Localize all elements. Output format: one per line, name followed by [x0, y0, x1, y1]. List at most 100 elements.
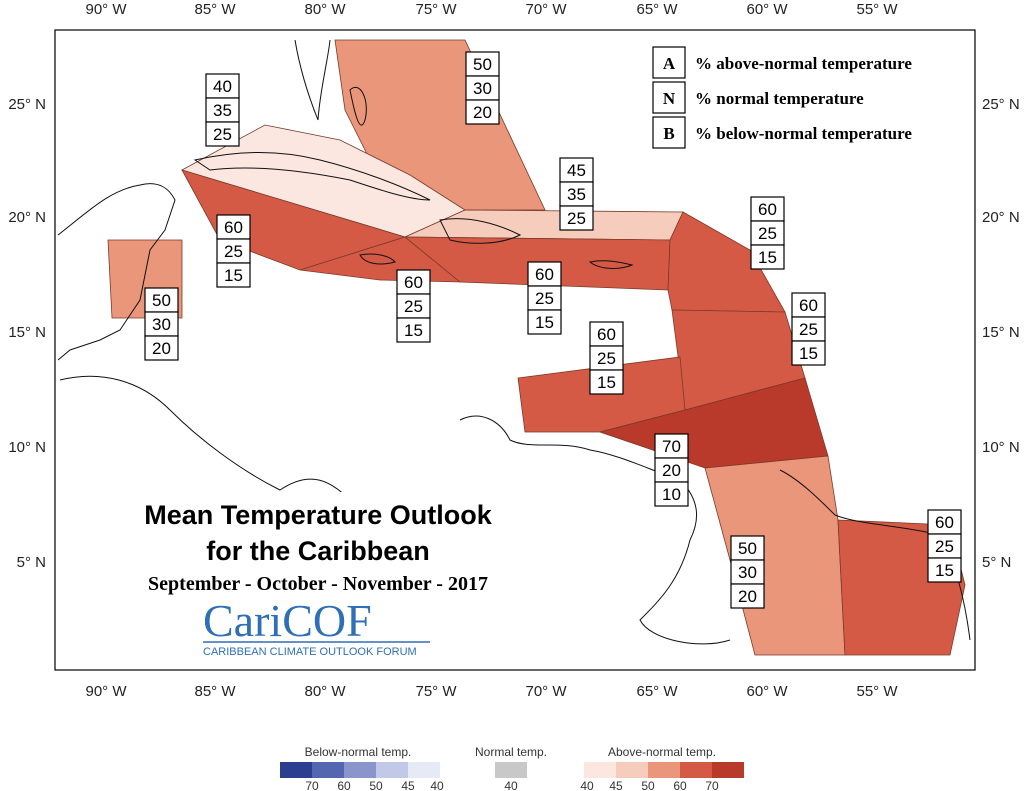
prob-below: 20 — [738, 587, 757, 606]
prob-above: 50 — [473, 55, 492, 74]
prob-normal: 35 — [567, 185, 586, 204]
prob-above: 50 — [152, 291, 171, 310]
cb-tick: 60 — [337, 779, 351, 791]
prob-box-jamaica: 60 25 15 — [396, 269, 431, 343]
coastlines — [57, 39, 971, 645]
lat-tick: 15° N — [8, 324, 46, 341]
lat-tick: 20° N — [982, 209, 1020, 226]
probability-key: A % above-normal temperature N % normal … — [652, 46, 912, 149]
lon-tick: 65° W — [636, 1, 678, 18]
prob-box-trinidad: 70 20 10 — [654, 433, 689, 507]
prob-above: 40 — [213, 77, 232, 96]
caricof-caption: CARIBBEAN CLIMATE OUTLOOK FORUM — [203, 646, 417, 658]
normal-label: Normal temp. — [475, 745, 547, 759]
lon-tick: 70° W — [525, 1, 567, 18]
prob-above: 60 — [224, 218, 243, 237]
cb-swatch — [616, 762, 648, 778]
lon-tick: 80° W — [304, 683, 346, 700]
map-title-line1: Mean Temperature Outlook — [144, 500, 493, 530]
key-row: N % normal temperature — [652, 81, 864, 114]
prob-normal: 35 — [213, 101, 232, 120]
prob-above: 60 — [799, 296, 818, 315]
above-normal-label: Above-normal temp. — [608, 745, 716, 759]
prob-above: 60 — [535, 265, 554, 284]
lon-tick: 90° W — [85, 1, 127, 18]
prob-below: 15 — [224, 266, 243, 285]
prob-normal: 25 — [535, 289, 554, 308]
key-text: % below-normal temperature — [695, 124, 912, 143]
lat-tick: 25° N — [8, 96, 46, 113]
cb-tick: 40 — [430, 779, 444, 791]
prob-normal: 25 — [404, 297, 423, 316]
lon-tick: 70° W — [525, 683, 567, 700]
lon-tick: 75° W — [415, 683, 457, 700]
probability-boxes: 50 30 20 40 35 25 45 35 25 60 25 15 50 3… — [144, 51, 962, 609]
prob-normal: 25 — [758, 224, 777, 243]
prob-normal: 20 — [662, 461, 681, 480]
prob-above: 60 — [404, 273, 423, 292]
cb-tick: 70 — [305, 779, 319, 791]
lat-tick: 25° N — [982, 96, 1020, 113]
key-row: B % below-normal temperature — [652, 116, 912, 149]
cb-tick: 50 — [641, 779, 655, 791]
prob-normal: 30 — [152, 315, 171, 334]
prob-above: 60 — [597, 325, 616, 344]
key-text: % normal temperature — [695, 89, 864, 108]
lat-tick: 5° N — [17, 554, 46, 571]
cb-swatch — [280, 762, 312, 778]
prob-normal: 25 — [224, 242, 243, 261]
cb-swatch — [648, 762, 680, 778]
lon-tick: 60° W — [746, 1, 788, 18]
lat-tick: 5° N — [982, 554, 1011, 571]
lon-tick: 80° W — [304, 1, 346, 18]
lon-tick: 90° W — [85, 683, 127, 700]
prob-above: 60 — [758, 200, 777, 219]
prob-below: 20 — [152, 339, 171, 358]
prob-below: 20 — [473, 103, 492, 122]
prob-above: 50 — [738, 539, 757, 558]
prob-box-suriname: 60 25 15 — [927, 509, 962, 583]
lon-tick: 75° W — [415, 1, 457, 18]
prob-below: 15 — [404, 321, 423, 340]
prob-below: 15 — [935, 561, 954, 580]
prob-above: 70 — [662, 437, 681, 456]
prob-below: 25 — [567, 209, 586, 228]
prob-above: 60 — [935, 513, 954, 532]
prob-box-bahamas: 50 30 20 — [465, 51, 500, 125]
lon-tick: 55° W — [856, 1, 898, 18]
map-title-line2: for the Caribbean — [206, 536, 430, 566]
prob-above: 45 — [567, 161, 586, 180]
cb-swatch — [376, 762, 408, 778]
prob-box-belize: 50 30 20 — [144, 287, 179, 361]
latitude-ticks: 25° N 20° N 15° N 10° N 5° N 25° N 20° N… — [8, 96, 1019, 571]
prob-below: 15 — [597, 373, 616, 392]
prob-below: 10 — [662, 485, 681, 504]
prob-box-hispaniola-pr: 60 25 15 — [527, 261, 562, 335]
key-letter: A — [663, 54, 676, 73]
prob-below: 15 — [758, 248, 777, 267]
forecast-period: September - October - November - 2017 — [148, 573, 488, 595]
lat-tick: 10° N — [982, 439, 1020, 456]
cb-swatch — [312, 762, 344, 778]
prob-box-hispaniola-north: 45 35 25 — [559, 157, 594, 231]
cb-swatch — [584, 762, 616, 778]
lon-tick: 85° W — [194, 683, 236, 700]
cb-tick: 60 — [673, 779, 687, 791]
prob-box-windward: 60 25 15 — [791, 292, 826, 366]
key-text: % above-normal temperature — [695, 54, 912, 73]
key-letter: B — [663, 124, 674, 143]
longitude-ticks: 90° W 85° W 80° W 75° W 70° W 65° W 60° … — [85, 1, 898, 700]
prob-box-cayman: 60 25 15 — [216, 214, 251, 288]
prob-box-abc: 60 25 15 — [589, 321, 624, 395]
prob-below: 15 — [535, 313, 554, 332]
lon-tick: 55° W — [856, 683, 898, 700]
cb-tick: 45 — [609, 779, 623, 791]
lat-tick: 20° N — [8, 209, 46, 226]
prob-below: 25 — [213, 125, 232, 144]
below-normal-label: Below-normal temp. — [305, 745, 412, 759]
cb-swatch — [680, 762, 712, 778]
cb-tick: 45 — [401, 779, 415, 791]
title-block: Mean Temperature Outlook for the Caribbe… — [105, 492, 535, 668]
lon-tick: 85° W — [194, 1, 236, 18]
